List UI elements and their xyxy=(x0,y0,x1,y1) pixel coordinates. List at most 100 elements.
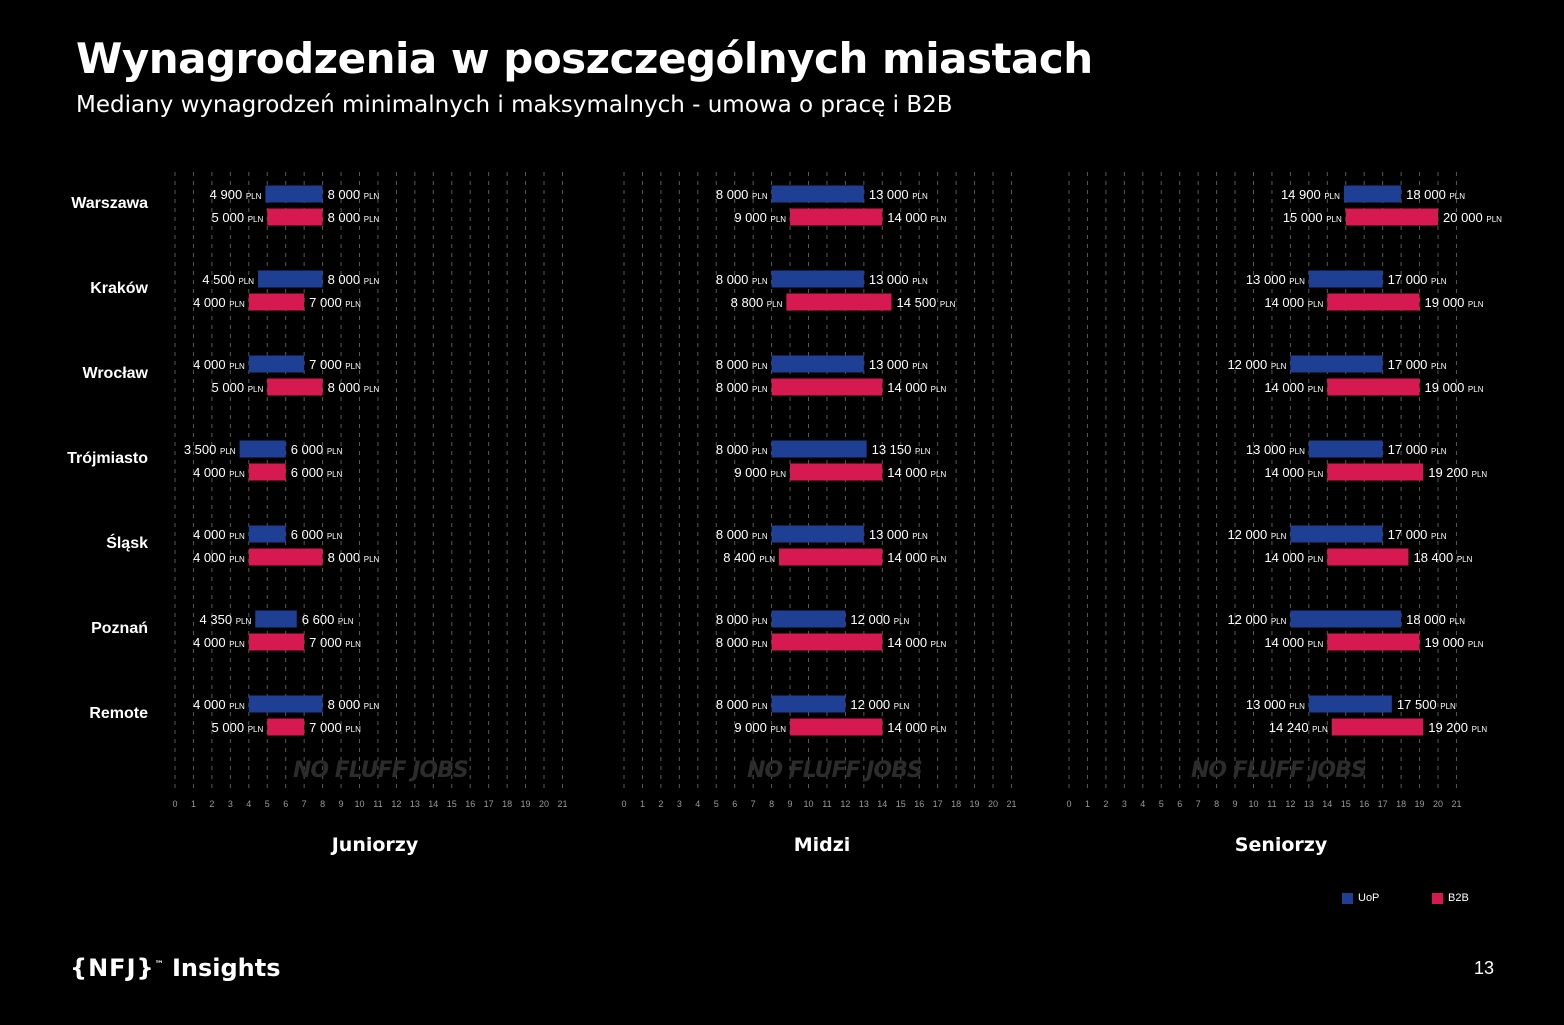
x-tick-label: 6 xyxy=(1177,799,1182,809)
x-tick-label: 8 xyxy=(769,799,774,809)
legend-label: B2B xyxy=(1448,892,1469,904)
city-label: Warszawa xyxy=(71,195,148,212)
chart-svg-juniorzy: 0 1 2 3 4 5 6 7 8 9 10 11 12 13 14 15 16 17 18 19 20 214 900 … xyxy=(172,172,567,809)
bar-min-label: 8 000 PLN xyxy=(716,380,768,395)
x-tick-label: 20 xyxy=(988,799,998,809)
bar-min-label: 8 400 PLN xyxy=(723,550,775,565)
x-tick-label: 14 xyxy=(428,799,438,809)
bar-min-label: 4 900 PLN xyxy=(210,187,262,202)
x-tick-label: 1 xyxy=(191,799,196,809)
bar-min-label: 8 800 PLN xyxy=(731,295,783,310)
bar-min-label: 13 000 PLN xyxy=(1246,272,1305,287)
x-tick-label: 21 xyxy=(1451,799,1461,809)
legend-item-b2b: B2B xyxy=(1432,892,1469,904)
x-tick-label: 15 xyxy=(1341,799,1351,809)
range-bar-b2b xyxy=(771,633,883,651)
bar-max-label: 13 000 PLN xyxy=(869,357,928,372)
panel-title-juniorzy: Juniorzy xyxy=(331,834,419,856)
x-tick-label: 2 xyxy=(209,799,214,809)
bar-min-label: 4 350 PLN xyxy=(200,612,252,627)
legend-swatch-b2b xyxy=(1432,892,1443,904)
chart-svg-midzi: 0 1 2 3 4 5 6 7 8 9 10 11 12 13 14 15 16 17 18 19 20 218 000 … xyxy=(621,172,1016,809)
bar-max-label: 13 000 PLN xyxy=(869,187,928,202)
x-tick-label: 13 xyxy=(1304,799,1314,809)
range-bar-b2b xyxy=(248,293,305,311)
range-bar-uop xyxy=(1290,610,1402,628)
range-bar-uop xyxy=(771,525,864,543)
x-tick-label: 3 xyxy=(1122,799,1127,809)
watermark-logo: NO FLUFF JOBS xyxy=(293,758,469,783)
bar-max-label: 8 000 PLN xyxy=(328,380,380,395)
bar-min-label: 14 000 PLN xyxy=(1264,380,1323,395)
bar-max-label: 19 000 PLN xyxy=(1425,295,1484,310)
bar-min-label: 8 000 PLN xyxy=(716,697,768,712)
x-tick-label: 3 xyxy=(677,799,682,809)
bar-max-label: 7 000 PLN xyxy=(309,357,361,372)
bar-min-label: 14 000 PLN xyxy=(1264,295,1323,310)
bar-min-label: 4 000 PLN xyxy=(193,635,245,650)
city-label: Śląsk xyxy=(106,535,148,552)
x-tick-label: 7 xyxy=(1196,799,1201,809)
x-tick-label: 10 xyxy=(354,799,364,809)
bar-max-label: 8 000 PLN xyxy=(328,697,380,712)
range-bar-uop xyxy=(771,610,846,628)
bar-min-label: 9 000 PLN xyxy=(734,720,786,735)
bar-min-label: 13 000 PLN xyxy=(1246,442,1305,457)
bar-max-label: 14 000 PLN xyxy=(887,210,946,225)
x-tick-label: 16 xyxy=(465,799,475,809)
range-bar-uop xyxy=(258,270,323,288)
x-tick-label: 5 xyxy=(265,799,270,809)
range-bar-b2b xyxy=(248,633,305,651)
bar-min-label: 15 000 PLN xyxy=(1283,210,1342,225)
x-tick-label: 20 xyxy=(539,799,549,809)
range-bar-b2b xyxy=(267,718,305,736)
bar-min-label: 5 000 PLN xyxy=(212,720,264,735)
range-bar-uop xyxy=(1290,355,1383,373)
range-bar-b2b xyxy=(1327,548,1409,566)
range-bar-uop xyxy=(239,440,286,458)
bar-min-label: 12 000 PLN xyxy=(1227,612,1286,627)
panel-title-midzi: Midzi xyxy=(793,834,851,856)
bar-max-label: 7 000 PLN xyxy=(309,720,361,735)
bar-max-label: 17 000 PLN xyxy=(1388,357,1447,372)
range-bar-b2b xyxy=(1327,378,1420,396)
panel-title-seniorzy: Seniorzy xyxy=(1234,834,1328,856)
range-bar-uop xyxy=(248,355,305,373)
bar-max-label: 14 500 PLN xyxy=(897,295,956,310)
bar-max-label: 6 000 PLN xyxy=(291,442,343,457)
x-tick-label: 18 xyxy=(502,799,512,809)
x-tick-label: 6 xyxy=(283,799,288,809)
x-tick-label: 0 xyxy=(1066,799,1071,809)
bar-max-label: 6 600 PLN xyxy=(302,612,354,627)
range-bar-b2b xyxy=(1327,293,1420,311)
bar-min-label: 4 500 PLN xyxy=(202,272,254,287)
city-label: Trójmiasto xyxy=(67,450,148,467)
x-tick-label: 4 xyxy=(246,799,251,809)
range-bar-b2b xyxy=(790,208,883,226)
x-tick-label: 19 xyxy=(521,799,531,809)
range-bar-b2b xyxy=(267,378,323,396)
bar-max-label: 13 000 PLN xyxy=(869,272,928,287)
bar-min-label: 4 000 PLN xyxy=(193,697,245,712)
x-tick-label: 4 xyxy=(695,799,700,809)
x-tick-label: 16 xyxy=(914,799,924,809)
range-bar-b2b xyxy=(790,718,883,736)
bar-min-label: 12 000 PLN xyxy=(1227,527,1286,542)
range-bar-b2b xyxy=(1327,633,1420,651)
range-bar-uop xyxy=(1290,525,1383,543)
range-bar-b2b xyxy=(1331,718,1424,736)
x-tick-label: 10 xyxy=(803,799,813,809)
page-number: 13 xyxy=(1474,958,1495,978)
bar-max-label: 8 000 PLN xyxy=(328,187,380,202)
range-bar-uop xyxy=(265,185,323,203)
range-bar-uop xyxy=(771,185,864,203)
range-bar-b2b xyxy=(786,293,892,311)
bar-max-label: 14 000 PLN xyxy=(887,635,946,650)
x-tick-label: 1 xyxy=(640,799,645,809)
x-tick-label: 19 xyxy=(970,799,980,809)
x-tick-label: 14 xyxy=(1322,799,1332,809)
range-bar-uop xyxy=(1343,185,1402,203)
x-tick-label: 19 xyxy=(1415,799,1425,809)
x-tick-label: 20 xyxy=(1433,799,1443,809)
range-bar-uop xyxy=(1308,440,1383,458)
